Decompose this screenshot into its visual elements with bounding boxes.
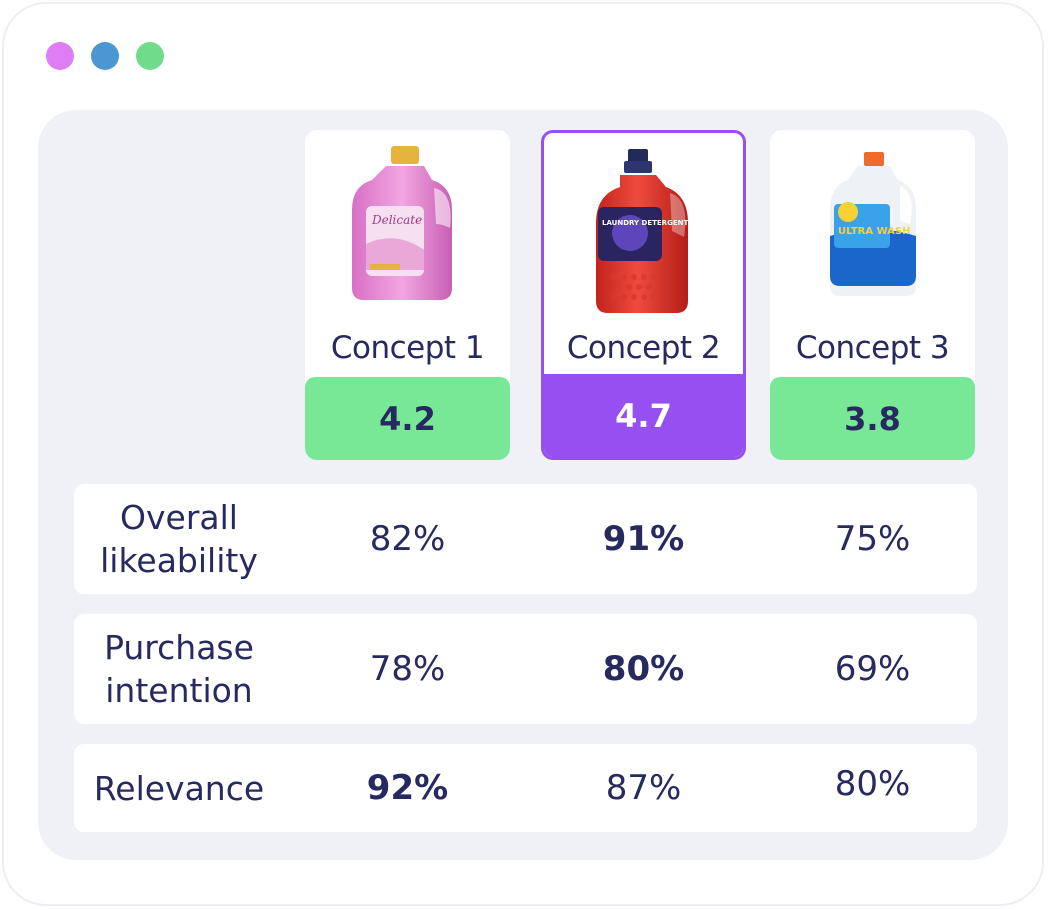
window-dot-green[interactable] <box>136 42 164 70</box>
metric-value-concept-3: 69% <box>834 649 911 689</box>
metric-label: Relevance <box>93 768 265 808</box>
concept-card-1[interactable]: Delicate Concept 1 4.2 <box>305 130 510 460</box>
window-controls <box>46 42 164 70</box>
concept-name: Concept 1 <box>330 330 485 366</box>
metric-label: Overall likeability <box>100 498 258 580</box>
product-label-text: LAUNDRY DETERGENT <box>602 219 688 227</box>
concept-card-3[interactable]: ULTRA WASH Concept 3 3.8 <box>770 130 975 460</box>
metric-value-concept-3: 75% <box>834 519 911 559</box>
metric-value-concept-1: 92% <box>366 768 449 808</box>
metric-value-concept-1: 78% <box>369 649 446 689</box>
product-label-text: ULTRA WASH <box>838 226 910 237</box>
metric-label: Purchase intention <box>104 628 254 710</box>
metric-row-overall-likeability: Overall likeability 82% 91% 75% <box>74 484 977 594</box>
concept-name: Concept 3 <box>795 330 950 366</box>
window-dot-blue[interactable] <box>91 42 119 70</box>
window-dot-purple[interactable] <box>46 42 74 70</box>
concept-name: Concept 2 <box>566 330 721 366</box>
white-detergent-bottle-icon: ULTRA WASH <box>770 144 975 334</box>
metric-value-concept-2: 91% <box>602 519 685 559</box>
product-label-text: Delicate <box>371 213 422 227</box>
red-detergent-bottle-icon: LAUNDRY DETERGENT <box>544 147 743 337</box>
concept-card-2[interactable]: LAUNDRY DETERGENT Concept 2 4.7 <box>541 130 746 460</box>
metric-value-concept-1: 82% <box>369 519 446 559</box>
metric-row-purchase-intention: Purchase intention 78% 80% 69% <box>74 614 977 724</box>
pink-detergent-bottle-icon: Delicate <box>305 144 510 334</box>
concept-score: 4.7 <box>544 374 743 457</box>
metric-value-concept-3: 80% <box>834 764 911 804</box>
metric-value-concept-2: 87% <box>605 768 682 808</box>
concept-score: 3.8 <box>770 377 975 460</box>
metric-row-relevance: Relevance 92% 87% 80% <box>74 744 977 832</box>
concept-score: 4.2 <box>305 377 510 460</box>
metric-value-concept-2: 80% <box>602 649 685 689</box>
